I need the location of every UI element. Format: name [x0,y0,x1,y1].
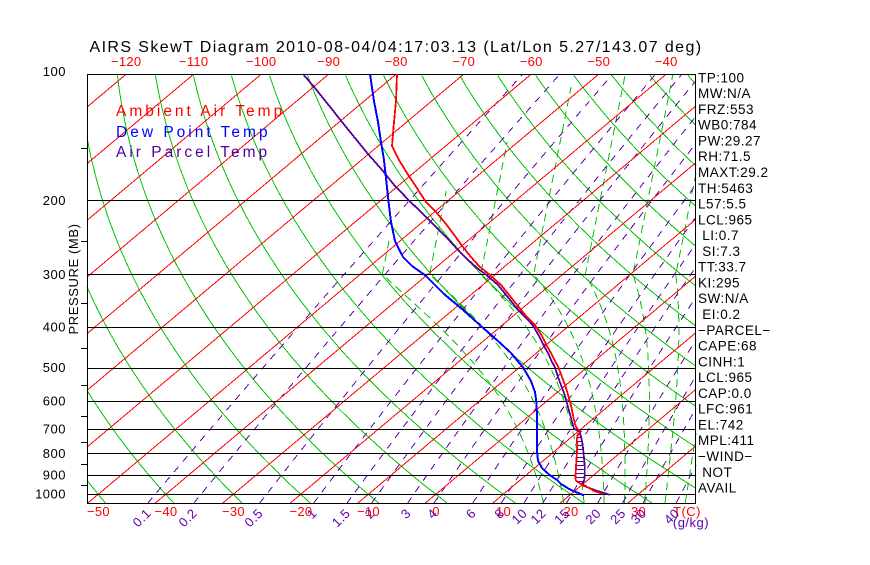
svg-text:EL:742: EL:742 [698,418,744,433]
svg-text:CINH:1: CINH:1 [698,354,745,369]
svg-text:Ambient Air Temp: Ambient Air Temp [116,103,285,120]
svg-text:AVAIL: AVAIL [698,481,737,496]
svg-text:−40: −40 [655,54,678,69]
svg-text:−80: −80 [385,54,408,69]
svg-text:−70: −70 [452,54,475,69]
svg-text:RH:71.5: RH:71.5 [698,149,751,164]
svg-text:CAP:0.0: CAP:0.0 [698,386,752,401]
svg-text:T(C): T(C) [673,504,701,519]
svg-text:30: 30 [631,504,646,519]
svg-text:PRESSURE (MB): PRESSURE (MB) [66,223,81,334]
svg-text:PW:29.27: PW:29.27 [698,133,761,148]
svg-text:−60: −60 [520,54,543,69]
svg-text:TT:33.7: TT:33.7 [698,260,747,275]
svg-text:WB0:784: WB0:784 [698,118,757,133]
svg-text:−PARCEL−: −PARCEL− [698,323,771,338]
svg-text:−110: −110 [179,54,209,69]
svg-text:Air Parcel Temp: Air Parcel Temp [116,144,270,161]
svg-text:−100: −100 [246,54,276,69]
svg-text:700: 700 [43,422,66,437]
svg-text:LFC:961: LFC:961 [698,402,753,417]
svg-text:−WIND−: −WIND− [698,449,753,464]
svg-text:−30: −30 [222,504,245,519]
svg-text:EI:0.2: EI:0.2 [698,307,741,322]
svg-text:SI:7.3: SI:7.3 [698,244,741,259]
svg-text:AIRS SkewT Diagram 2010-08-04/: AIRS SkewT Diagram 2010-08-04/04:17:03.1… [90,39,703,56]
svg-text:10: 10 [496,504,511,519]
svg-text:1000: 1000 [35,487,66,502]
svg-text:100: 100 [43,64,66,79]
svg-text:MPL:411: MPL:411 [698,433,755,448]
svg-text:−10: −10 [357,504,380,519]
svg-text:MAXT:29.2: MAXT:29.2 [698,165,769,180]
svg-text:20: 20 [563,504,578,519]
svg-text:800: 800 [43,446,66,461]
svg-text:MW:N/A: MW:N/A [698,86,751,101]
svg-text:CAPE:68: CAPE:68 [698,339,757,354]
svg-text:−50: −50 [587,54,610,69]
svg-text:NOT: NOT [698,465,732,480]
svg-text:L57:5.5: L57:5.5 [698,197,747,212]
svg-text:600: 600 [43,393,66,408]
svg-text:−90: −90 [317,54,340,69]
svg-text:FRZ:553: FRZ:553 [698,102,754,117]
svg-text:Dew Point Temp: Dew Point Temp [116,124,271,141]
svg-text:400: 400 [43,319,66,334]
svg-text:(g/kg): (g/kg) [673,515,709,530]
svg-text:−120: −120 [111,54,141,69]
svg-text:SW:N/A: SW:N/A [698,291,749,306]
svg-text:−40: −40 [155,504,178,519]
svg-text:−20: −20 [290,504,313,519]
svg-text:900: 900 [43,467,66,482]
svg-text:0: 0 [432,504,440,519]
svg-text:TP:100: TP:100 [698,70,745,85]
svg-text:LI:0.7: LI:0.7 [698,228,739,243]
svg-text:300: 300 [43,267,66,282]
svg-text:200: 200 [43,193,66,208]
svg-text:TH:5463: TH:5463 [698,181,753,196]
svg-text:500: 500 [43,360,66,375]
svg-text:KI:295: KI:295 [698,275,740,290]
svg-text:LCL:965: LCL:965 [698,370,753,385]
svg-text:LCL:965: LCL:965 [698,212,753,227]
svg-text:−50: −50 [87,504,110,519]
